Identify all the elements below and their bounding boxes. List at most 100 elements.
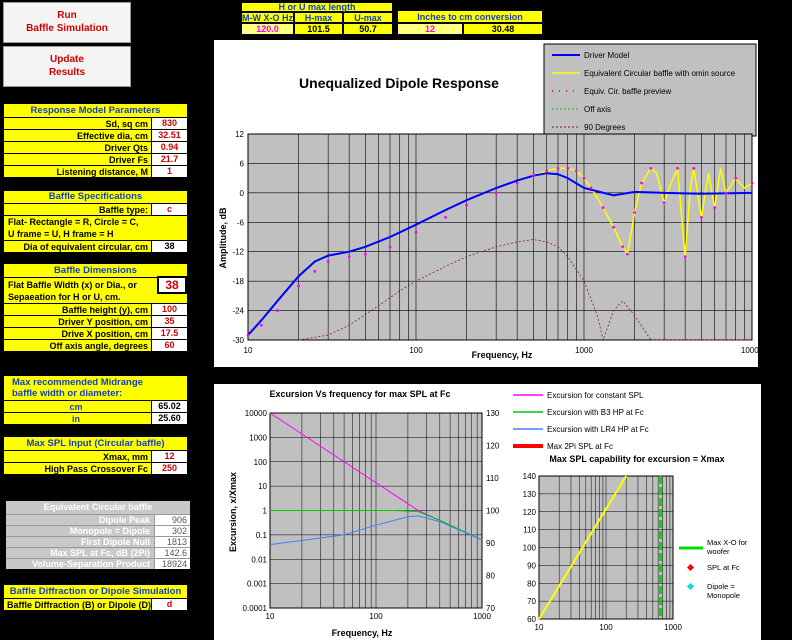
response-param-value[interactable]: 1 (151, 166, 187, 177)
preview-point (276, 309, 279, 312)
dipole-monopole-legend-1: Dipole = (707, 582, 735, 591)
equiv-value: 1813 (154, 537, 190, 547)
width-row: Flat Baffle Width (x) or Dia., or Sepaea… (4, 277, 187, 303)
baffle-type-value[interactable]: c (151, 204, 187, 215)
chart2-xtick: 100 (369, 612, 383, 621)
chart3-ytick: 70 (527, 597, 536, 606)
response-param-value[interactable]: 32.51 (151, 130, 187, 141)
update-label: Update (50, 54, 84, 65)
chart2-ytick: 1000 (249, 433, 267, 442)
chart1-legend (543, 43, 757, 137)
chart1-legend-label: Equivalent Circular baffle with omin sou… (584, 69, 736, 78)
preview-point (649, 166, 653, 170)
chart2-legend-label: Excursion with B3 HP at Fc (547, 408, 644, 417)
baffle-dim-label: Baffle height (y), cm (61, 304, 148, 315)
series-driver-model (247, 172, 753, 336)
baffle-dims-title: Baffle Dimensions (54, 265, 137, 276)
chart1-xtick: 1000 (575, 346, 593, 355)
preview-point (297, 284, 300, 288)
preview-point (750, 181, 754, 185)
baffle-type-label: Baffle type: (98, 204, 148, 215)
max-midrange-panel: Max recommended Midrange baffle width or… (3, 375, 188, 425)
chart2-ytick: 0.001 (247, 580, 268, 589)
note-line-2: U frame = U, H frame = H (8, 229, 114, 239)
chart3-ytick: 60 (527, 615, 536, 624)
max-xo-legend-2: woofer (706, 547, 730, 556)
preview-point (465, 203, 468, 207)
baffle-dim-row: Driver Y position, cm 35 (4, 315, 187, 327)
chart3-ytick: 100 (523, 544, 537, 553)
equiv-value: 906 (154, 515, 190, 525)
max-spl-value[interactable]: 12 (151, 451, 187, 462)
equiv-label: Max SPL at Fc, dB (2Pi) (50, 548, 150, 558)
preview-point (640, 181, 643, 185)
inch-value[interactable]: 12 (397, 23, 463, 35)
max-midrange-title-1: Max recommended Midrange (12, 377, 143, 388)
preview-point (626, 252, 629, 256)
preview-point (633, 211, 636, 214)
chart2-series (269, 515, 483, 546)
chart2-ytick: 0.0001 (243, 604, 268, 613)
equiv-value: 18924 (154, 559, 190, 569)
diffraction-title: Baffle Diffraction or Dipole Simulation (9, 586, 182, 597)
baffle-dim-value[interactable]: 35 (151, 316, 187, 327)
max-spl-row: Xmax, mm 12 (4, 450, 187, 462)
equiv-row: Dipole Peak 906 (6, 514, 190, 525)
preview-point (734, 176, 738, 180)
baffle-specs-panel: Baffle Specifications Baffle type: c Fla… (3, 190, 188, 253)
response-param-value[interactable]: 830 (151, 118, 187, 129)
chart1-ytick: 0 (240, 189, 245, 198)
diffraction-value[interactable]: d (151, 599, 187, 610)
baffle-dim-row: Baffle height (y), cm 100 (4, 303, 187, 315)
mw-value[interactable]: 120.0 (241, 23, 294, 35)
excursion-chart: Excursion Vs frequency for max SPL at Fc… (214, 384, 509, 640)
baffle-dim-row: Off axis angle, degrees 60 (4, 339, 187, 351)
baffle-dim-value[interactable]: 100 (151, 304, 187, 315)
preview-point (326, 260, 330, 263)
cm-result: 65.02 (151, 401, 187, 412)
dia-value: 38 (151, 241, 187, 252)
equiv-row: Monopole = Dipole 302 (6, 525, 190, 536)
equiv-label: Monopole = Dipole (69, 526, 150, 536)
equiv-title: Equivalent Circular baffle (43, 502, 153, 512)
chart2-title: Excursion Vs frequency for max SPL at Fc (270, 389, 451, 399)
preview-point (347, 255, 351, 259)
run-label-2: Baffle Simulation (26, 22, 108, 34)
chart2-legend-label: Excursion for constant SPL (547, 391, 644, 400)
inch-title: Inches to cm conversion (397, 10, 543, 23)
preview-point (414, 230, 418, 234)
chart1-title: Unequalized Dipole Response (299, 75, 499, 91)
equiv-label: First Dipole Null (80, 537, 150, 547)
preview-point (556, 166, 560, 170)
preview-point (589, 186, 593, 190)
max-spl-label: Xmax, mm (102, 451, 148, 462)
chart1-ytick: -24 (232, 307, 244, 316)
chart2-y2tick: 130 (486, 409, 500, 418)
chart2-ytick: 1 (263, 507, 268, 516)
chart1-xlabel: Frequency, Hz (472, 350, 533, 360)
baffle-dim-value[interactable]: 60 (151, 340, 187, 351)
update-results-button[interactable]: Update Results (3, 46, 131, 87)
preview-point (683, 255, 687, 259)
response-param-row: Driver Fs 21.7 (4, 153, 187, 165)
run-simulation-button[interactable]: Run Baffle Simulation (3, 2, 131, 43)
chart3-xtick: 100 (599, 623, 613, 632)
preview-point (515, 181, 519, 185)
baffle-dim-value[interactable]: 17.5 (151, 328, 187, 339)
max-spl-value[interactable]: 250 (151, 463, 187, 474)
mw-label: M-W X-O Hz (241, 12, 294, 23)
preview-point (545, 169, 549, 173)
response-params-title: Response Model Parameters (30, 105, 161, 116)
baffle-dim-label: Drive X position, cm (61, 328, 148, 339)
response-param-value[interactable]: 0.94 (151, 142, 187, 153)
response-param-value[interactable]: 21.7 (151, 154, 187, 165)
chart2-series (270, 510, 483, 541)
spl-at-fc-swatch (686, 563, 695, 572)
response-param-label: Sd, sq cm (105, 118, 148, 129)
preview-point (692, 166, 696, 170)
response-param-row: Sd, sq cm 830 (4, 117, 187, 129)
preview-point (621, 245, 625, 249)
equiv-panel: Equivalent Circular baffle Dipole Peak 90… (5, 500, 191, 570)
width-value[interactable]: 38 (157, 276, 187, 294)
preview-point (724, 191, 728, 195)
